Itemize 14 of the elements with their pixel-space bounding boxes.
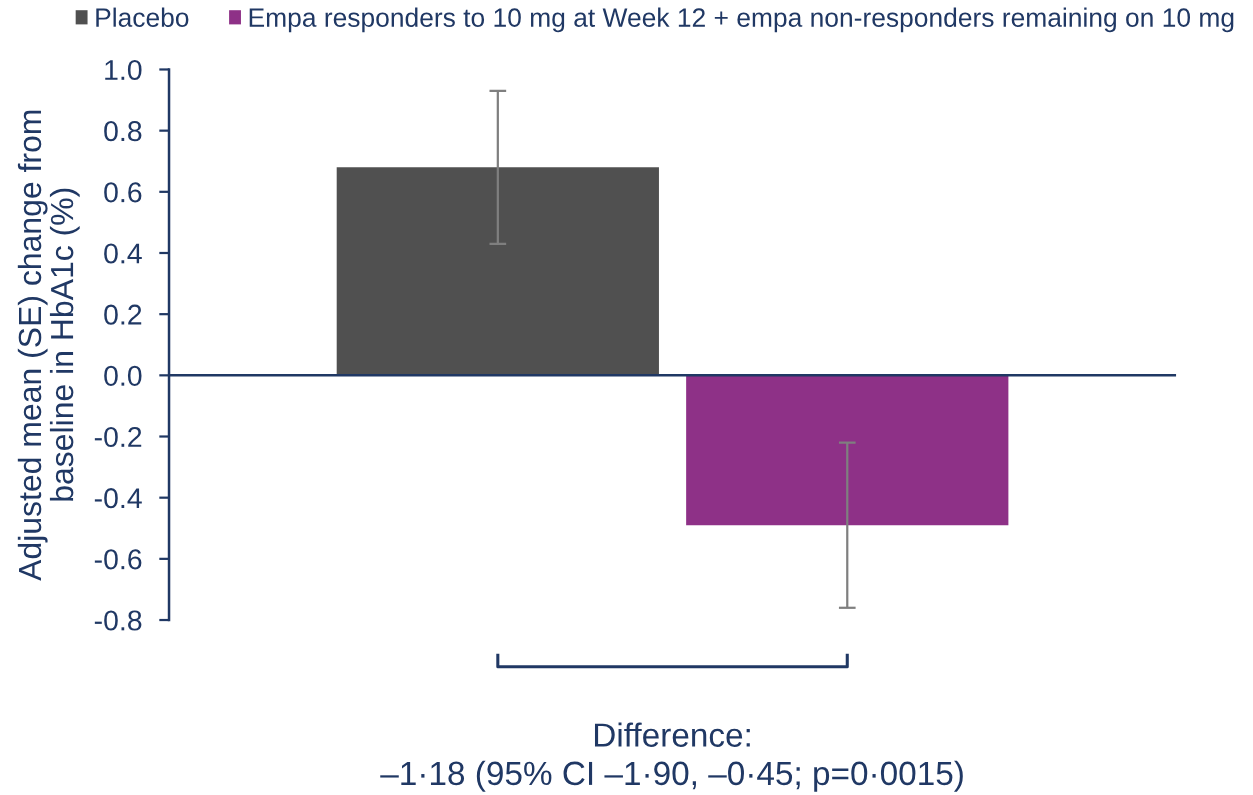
y-tick-label: -0.8 xyxy=(94,610,142,631)
legend-label: Empa responders to 10 mg at Week 12 + empa non-responders remaining on 10 mg xyxy=(249,7,1234,33)
legend-label: Placebo xyxy=(96,7,189,27)
y-axis-title: Adjusted mean (SE) change from baseline in HbA1c (%) xyxy=(17,110,80,581)
y-tick-label: 0.0 xyxy=(104,365,142,386)
y-tick-label: 0.4 xyxy=(104,243,142,264)
y-tick-label: -0.4 xyxy=(94,488,142,509)
text: Difference: –1·18 (95% CI –1·90, –0·45; p=0·0015) xyxy=(380,722,963,792)
y-tick-label: 0.2 xyxy=(104,304,142,325)
y-tick-label: 0.6 xyxy=(104,182,142,203)
y-tick-label: 0.8 xyxy=(104,121,142,142)
y-tick-label: -0.2 xyxy=(94,426,142,448)
y-tick-label: 1.0 xyxy=(105,59,142,81)
y-tick-label: -0.6 xyxy=(94,549,142,570)
